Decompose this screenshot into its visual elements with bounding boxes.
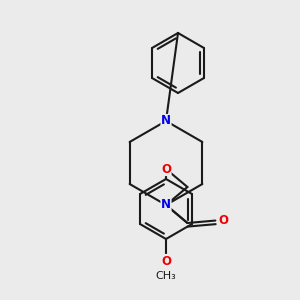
- Text: O: O: [161, 254, 171, 268]
- Text: N: N: [161, 199, 171, 212]
- Text: O: O: [161, 163, 171, 176]
- Text: N: N: [161, 115, 171, 128]
- Text: CH₃: CH₃: [156, 271, 176, 281]
- Text: O: O: [218, 214, 228, 227]
